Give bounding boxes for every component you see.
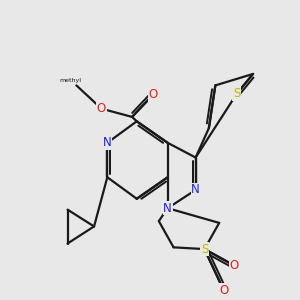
Text: O: O	[97, 102, 106, 115]
Text: S: S	[233, 87, 241, 100]
Text: N: N	[103, 136, 112, 149]
Text: N: N	[191, 183, 200, 196]
Text: N: N	[163, 202, 172, 215]
Text: methyl: methyl	[59, 79, 81, 83]
Text: O: O	[229, 259, 239, 272]
Text: O: O	[219, 284, 228, 296]
Text: O: O	[148, 88, 158, 101]
Text: S: S	[201, 243, 208, 256]
